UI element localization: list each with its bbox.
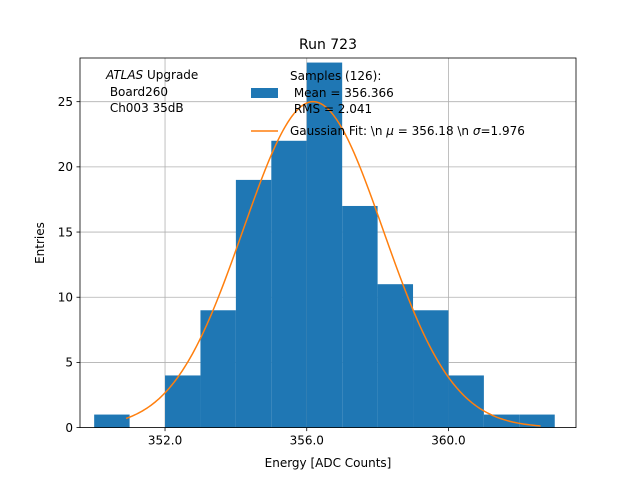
y-tick-label-5: 25 [58,95,73,109]
y-tick-label-1: 5 [65,356,73,370]
legend-samples-line-1: Samples (126): [290,69,381,83]
legend-samples-line-2: Mean = 356.366 [290,86,394,100]
legend-samples-swatch [251,88,278,98]
histogram-bar-2 [165,375,201,428]
histogram-bar-11 [483,414,520,428]
annotation-line-3: Ch003 35dB [106,101,184,115]
legend-fit-label: Gaussian Fit: \n μ = 356.18 \n σ=1.976 [290,124,525,138]
annotation-line-2: Board260 [106,85,168,99]
x-axis-label: Energy [ADC Counts] [265,456,392,470]
annotation-line-1: ATLAS Upgrade [105,68,198,82]
y-tick-label-3: 15 [58,225,73,239]
histogram-bar-4 [235,179,272,428]
y-axis-label: Entries [33,222,47,264]
histogram-bar-6 [306,62,343,428]
histogram-bar-7 [342,205,378,428]
y-tick-label-0: 0 [65,421,73,435]
gaussian-fit-curve [125,100,541,427]
histogram-bar-5 [271,140,307,428]
y-axis-ticks: 0 5 10 15 20 25 [58,95,80,435]
chart-title: Run 723 [299,37,357,53]
y-tick-label-4: 20 [58,160,73,174]
legend-fit-suffix: =1.976 [480,124,524,138]
atlas-annotation: ATLAS Upgrade Board260 Ch003 35dB [105,68,198,115]
histogram-bar-3 [200,310,236,428]
annotation-upgrade: Upgrade [143,68,198,82]
legend-fit-sigma: σ [473,124,481,138]
annotation-atlas: ATLAS [105,68,144,82]
x-axis-ticks: 352.0 356.0 360.0 [148,427,466,448]
legend: Samples (126): Mean = 356.366 RMS = 2.04… [251,69,525,138]
plot-frame [79,57,577,429]
histogram-bar-0 [94,414,130,428]
histogram-bar-8 [377,284,414,428]
y-tick-label-2: 10 [58,291,73,305]
x-tick-label-1: 356.0 [290,434,324,448]
legend-fit-mid: = 356.18 \n [394,124,473,138]
legend-fit-mu: μ [385,124,394,138]
x-tick-label-2: 360.0 [431,434,465,448]
x-tick-label-0: 352.0 [148,434,182,448]
legend-samples-line-3: RMS = 2.041 [290,102,372,116]
legend-fit-prefix: Gaussian Fit: \n [290,124,386,138]
